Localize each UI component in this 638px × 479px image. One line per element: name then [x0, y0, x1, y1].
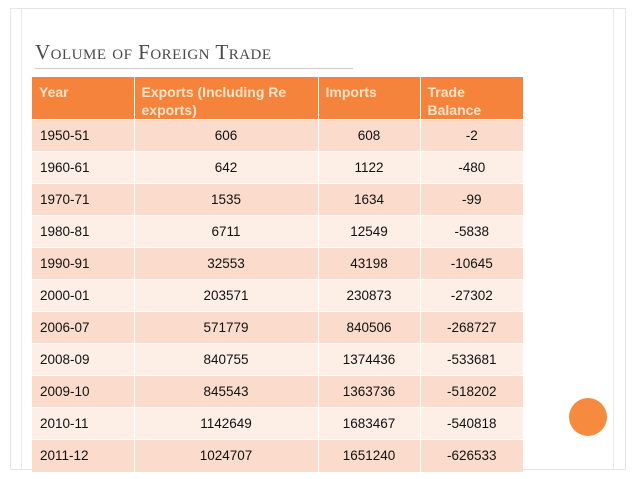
year-cell: 1960-61: [32, 151, 135, 184]
header-year: Year: [32, 77, 135, 120]
trade-balance-cell: -2: [420, 119, 523, 152]
right-border-line: [613, 8, 614, 470]
table-row: 1970-71 1535 1634 -99: [32, 183, 523, 216]
exports-cell: 571779: [134, 311, 319, 344]
trade-balance-cell: -27302: [420, 279, 523, 312]
decorative-orange-circle: [569, 398, 607, 436]
imports-cell: 1363736: [318, 375, 421, 408]
table-row: 1950-51 606 608 -2: [32, 119, 523, 152]
trade-balance-cell: -268727: [420, 311, 523, 344]
trade-balance-cell: -626533: [420, 439, 523, 472]
table-row: 1960-61 642 1122 -480: [32, 151, 523, 184]
header-exports: Exports (Including Re exports): [134, 77, 319, 120]
exports-cell: 6711: [134, 215, 319, 248]
imports-cell: 608: [318, 119, 421, 152]
table-row: 2011-12 1024707 1651240 -626533: [32, 439, 523, 472]
table-row: 2000-01 203571 230873 -27302: [32, 279, 523, 312]
year-cell: 1980-81: [32, 215, 135, 248]
trade-balance-cell: -5838: [420, 215, 523, 248]
exports-cell: 203571: [134, 279, 319, 312]
header-trade-balance: Trade Balance: [420, 77, 523, 120]
imports-cell: 1651240: [318, 439, 421, 472]
trade-balance-cell: -540818: [420, 407, 523, 440]
exports-cell: 840755: [134, 343, 319, 376]
left-border-line: [21, 8, 22, 470]
exports-cell: 845543: [134, 375, 319, 408]
table-row: 2008-09 840755 1374436 -533681: [32, 343, 523, 376]
imports-cell: 1683467: [318, 407, 421, 440]
table-row: 1980-81 6711 12549 -5838: [32, 215, 523, 248]
year-cell: 2008-09: [32, 343, 135, 376]
trade-balance-cell: -10645: [420, 247, 523, 280]
foreign-trade-table: Year Exports (Including Re exports) Impo…: [32, 77, 523, 472]
trade-balance-cell: -99: [420, 183, 523, 216]
trade-balance-cell: -480: [420, 151, 523, 184]
imports-cell: 1374436: [318, 343, 421, 376]
trade-balance-cell: -518202: [420, 375, 523, 408]
table-row: 2009-10 845543 1363736 -518202: [32, 375, 523, 408]
exports-cell: 1535: [134, 183, 319, 216]
year-cell: 2010-11: [32, 407, 135, 440]
exports-cell: 1024707: [134, 439, 319, 472]
imports-cell: 1634: [318, 183, 421, 216]
year-cell: 1990-91: [32, 247, 135, 280]
imports-cell: 230873: [318, 279, 421, 312]
year-cell: 1950-51: [32, 119, 135, 152]
year-cell: 2009-10: [32, 375, 135, 408]
year-cell: 2000-01: [32, 279, 135, 312]
header-imports: Imports: [318, 77, 421, 120]
imports-cell: 1122: [318, 151, 421, 184]
table-body: 1950-51 606 608 -2 1960-61 642 1122 -480 1970-71…: [32, 119, 523, 472]
title-underline: [35, 68, 353, 69]
imports-cell: 12549: [318, 215, 421, 248]
table-header-row: Year Exports (Including Re exports) Impo…: [32, 77, 523, 120]
table-row: 1990-91 32553 43198 -10645: [32, 247, 523, 280]
table-row: 2006-07 571779 840506 -268727: [32, 311, 523, 344]
exports-cell: 1142649: [134, 407, 319, 440]
slide-title: Volume of Foreign Trade: [35, 40, 272, 64]
exports-cell: 642: [134, 151, 319, 184]
year-cell: 2011-12: [32, 439, 135, 472]
exports-cell: 606: [134, 119, 319, 152]
exports-cell: 32553: [134, 247, 319, 280]
table-row: 2010-11 1142649 1683467 -540818: [32, 407, 523, 440]
year-cell: 1970-71: [32, 183, 135, 216]
imports-cell: 840506: [318, 311, 421, 344]
imports-cell: 43198: [318, 247, 421, 280]
trade-balance-cell: -533681: [420, 343, 523, 376]
year-cell: 2006-07: [32, 311, 135, 344]
